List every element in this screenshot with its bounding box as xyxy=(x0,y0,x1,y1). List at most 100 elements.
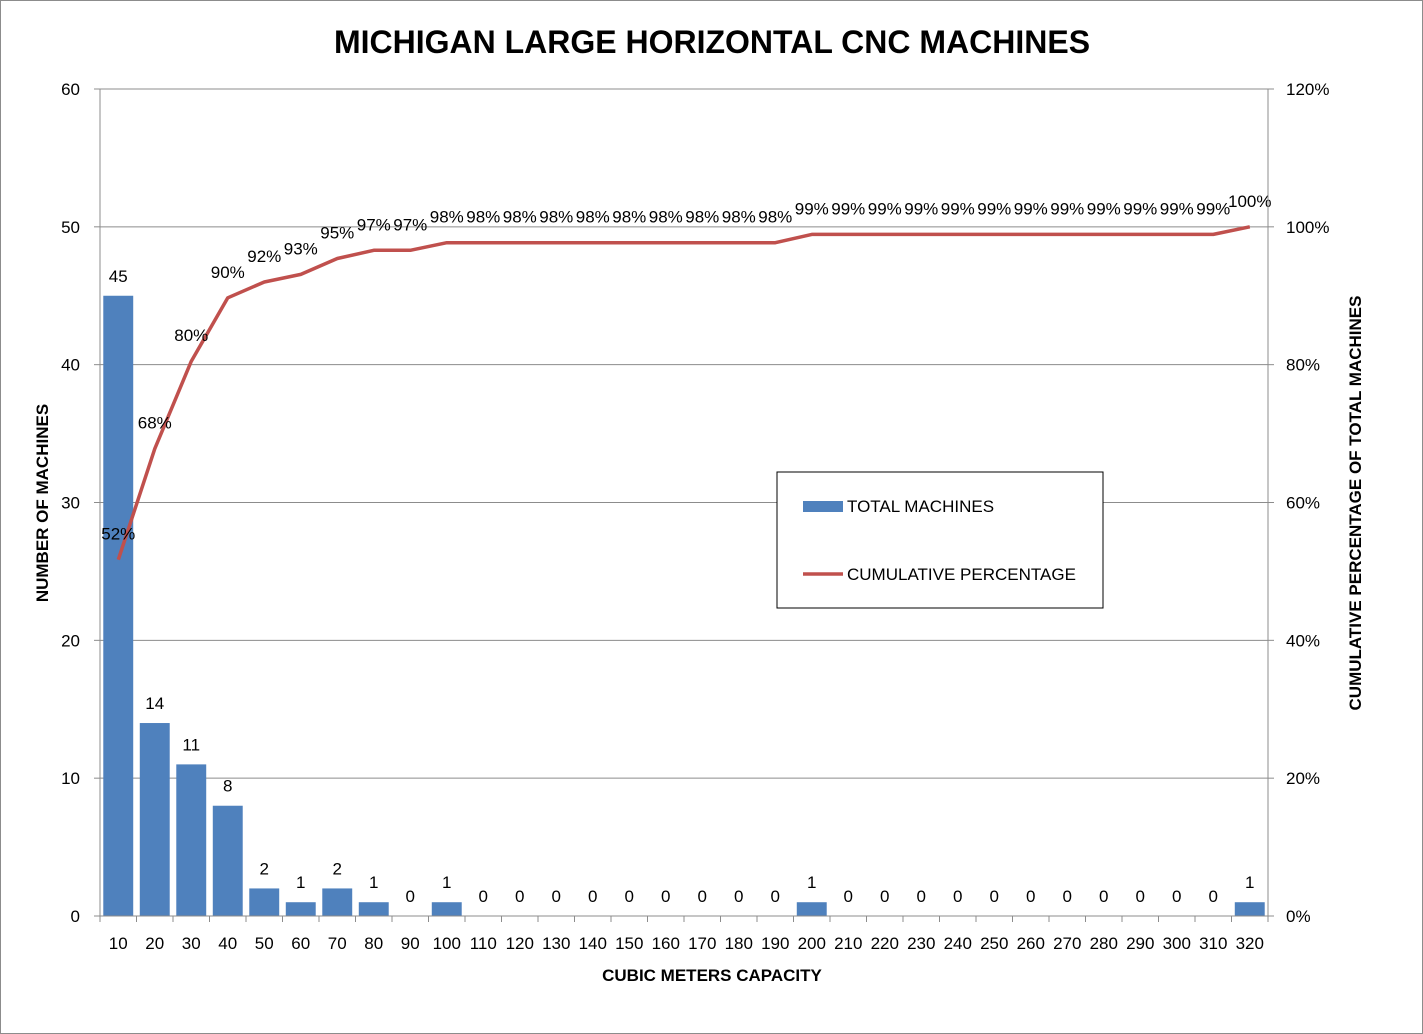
y2-axis-title: CUMULATIVE PERCENTAGE OF TOTAL MACHINES xyxy=(1346,296,1365,711)
bar-value-label: 0 xyxy=(1172,887,1181,906)
bar-value-label: 0 xyxy=(406,887,415,906)
bar-value-label: 2 xyxy=(260,859,269,878)
x-tick-label: 170 xyxy=(688,934,716,953)
bar xyxy=(322,888,353,916)
bar xyxy=(176,764,207,916)
line-value-label: 98% xyxy=(685,208,719,227)
line-data-labels: 52%68%80%90%92% 93%95% 97% 97% 98% 98% 98% 98% 9… xyxy=(101,192,1271,544)
bar-value-label: 1 xyxy=(1245,873,1254,892)
y2-tick-label: 60% xyxy=(1286,494,1320,513)
bar-value-label: 0 xyxy=(1136,887,1145,906)
bar-value-label: 0 xyxy=(588,887,597,906)
y-tick-label: 0 xyxy=(71,907,80,926)
x-tick-label: 20 xyxy=(145,934,164,953)
line-value-label: 97% xyxy=(357,215,391,234)
cumulative-line xyxy=(116,225,1251,561)
line-value-label: 97% xyxy=(393,215,427,234)
y-tick-label: 30 xyxy=(61,494,80,513)
bar-value-label: 1 xyxy=(807,873,816,892)
bar-value-label: 0 xyxy=(1063,887,1072,906)
bar-value-label: 0 xyxy=(625,887,634,906)
line-value-label: 98% xyxy=(758,208,792,227)
y-tick-label: 50 xyxy=(61,218,80,237)
x-tick-label: 180 xyxy=(725,934,753,953)
x-tick-label: 310 xyxy=(1199,934,1227,953)
x-tick-label: 320 xyxy=(1236,934,1264,953)
x-axis-ticks: 10 20 30 40 50 60 70 80 90 100 110 120 130 140 150 160 1… xyxy=(99,916,1269,953)
line-value-label: 93% xyxy=(284,239,318,258)
y2-tick-label: 80% xyxy=(1286,356,1320,375)
line-value-label: 90% xyxy=(211,263,245,282)
bar-value-label: 1 xyxy=(296,873,305,892)
x-tick-label: 270 xyxy=(1053,934,1081,953)
x-tick-label: 220 xyxy=(871,934,899,953)
legend-box xyxy=(776,471,1104,609)
x-tick-label: 100 xyxy=(433,934,461,953)
bar-value-label: 0 xyxy=(698,887,707,906)
x-tick-label: 280 xyxy=(1090,934,1118,953)
line-value-label: 52% xyxy=(101,525,135,544)
bar-value-label: 2 xyxy=(333,859,342,878)
bar-value-label: 0 xyxy=(917,887,926,906)
line-value-label: 99% xyxy=(1196,199,1230,218)
line-value-label: 98% xyxy=(539,208,573,227)
chart-title: MICHIGAN LARGE HORIZONTAL CNC MACHINES xyxy=(334,24,1090,60)
line-value-label: 99% xyxy=(868,199,902,218)
line-value-label: 99% xyxy=(1050,199,1084,218)
x-tick-label: 60 xyxy=(291,934,310,953)
line-value-label: 80% xyxy=(174,326,208,345)
bar-value-label: 0 xyxy=(990,887,999,906)
x-tick-label: 40 xyxy=(218,934,237,953)
bar-value-label: 1 xyxy=(442,873,451,892)
legend-label-line: CUMULATIVE PERCENTAGE xyxy=(847,565,1076,584)
line-value-label: 99% xyxy=(977,199,1011,218)
y-axis-ticks: 0 10 20 30 40 50 60 xyxy=(61,80,100,926)
bar-value-label: 0 xyxy=(844,887,853,906)
line-series xyxy=(116,225,1251,561)
bar-value-label: 11 xyxy=(182,735,200,754)
y-tick-label: 40 xyxy=(61,356,80,375)
x-tick-label: 10 xyxy=(109,934,128,953)
x-tick-label: 30 xyxy=(182,934,201,953)
bar-value-label: 0 xyxy=(734,887,743,906)
x-tick-label: 90 xyxy=(401,934,420,953)
bar-value-label: 1 xyxy=(369,873,378,892)
line-value-label: 98% xyxy=(466,208,500,227)
x-tick-label: 210 xyxy=(834,934,862,953)
y-tick-label: 20 xyxy=(61,631,80,650)
x-tick-label: 110 xyxy=(470,934,497,953)
bar-value-label: 8 xyxy=(223,777,232,796)
bar-value-label: 45 xyxy=(109,267,128,286)
bar-value-label: 0 xyxy=(771,887,780,906)
bar-value-label: 0 xyxy=(479,887,488,906)
y-axis-title: NUMBER OF MACHINES xyxy=(33,404,52,602)
x-tick-label: 260 xyxy=(1017,934,1045,953)
line-value-label: 98% xyxy=(612,208,646,227)
bar-value-label: 0 xyxy=(880,887,889,906)
line-value-label: 99% xyxy=(941,199,975,218)
bar-data-labels: 45 14 11 8 2 1 2 1 0 1 0 0 0 0 0 0 0 0 0 1 0 0 0 0 0 0 0 0 0 0 0 1 xyxy=(109,267,1255,906)
y2-axis-ticks: 0% 20% 40% 60% 80% 100% 120% xyxy=(1268,80,1329,926)
line-value-label: 98% xyxy=(722,208,756,227)
x-tick-label: 140 xyxy=(579,934,607,953)
x-tick-label: 150 xyxy=(615,934,643,953)
x-tick-label: 290 xyxy=(1126,934,1154,953)
line-value-label: 98% xyxy=(503,208,537,227)
gridlines xyxy=(100,88,1268,779)
y2-tick-label: 120% xyxy=(1286,80,1329,99)
bar-value-label: 0 xyxy=(552,887,561,906)
line-value-label: 99% xyxy=(1123,199,1157,218)
bar xyxy=(212,805,243,916)
bar xyxy=(139,723,170,916)
x-tick-label: 200 xyxy=(798,934,826,953)
bar xyxy=(431,902,462,916)
line-value-label: 99% xyxy=(831,199,865,218)
line-value-label: 99% xyxy=(904,199,938,218)
line-value-label: 100% xyxy=(1228,192,1271,211)
y-tick-label: 10 xyxy=(61,769,80,788)
x-tick-label: 230 xyxy=(907,934,935,953)
bar xyxy=(249,888,280,916)
legend-swatch-bar xyxy=(803,501,843,512)
